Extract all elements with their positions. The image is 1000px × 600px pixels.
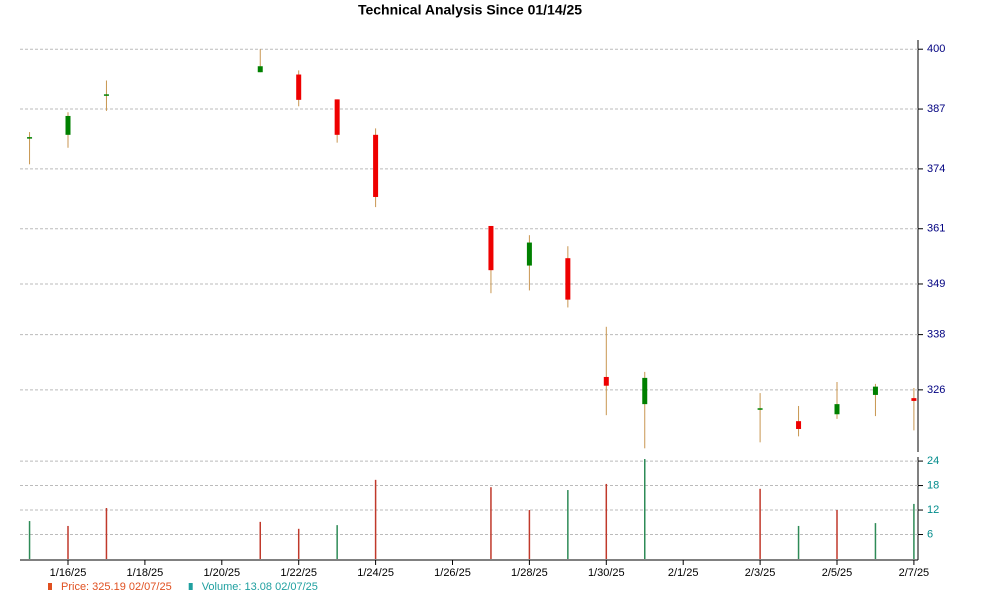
legend-swatch (188, 583, 193, 590)
candle-body (757, 408, 763, 410)
y-tick-label: 12 (927, 504, 939, 516)
y-tick-label: 18 (927, 479, 939, 491)
y-tick-label: 24 (927, 455, 939, 467)
y-tick-label: 326 (927, 384, 945, 396)
volume-bar (67, 525, 69, 559)
y-tick-label: 400 (927, 43, 945, 55)
volume-bar (644, 459, 646, 559)
candle-body (103, 94, 109, 96)
candle-body (603, 376, 609, 386)
x-tick-label: 1/18/25 (127, 567, 164, 579)
legend-swatch (48, 583, 52, 590)
volume-bar (874, 523, 877, 559)
y-tick-label: 6 (927, 528, 933, 540)
y-tick-label: 374 (927, 163, 945, 175)
candle-body (257, 66, 263, 73)
volume-bar (336, 525, 338, 559)
x-tick-label: 1/24/25 (357, 567, 394, 579)
candle-body (488, 225, 494, 271)
volume-bar (490, 487, 492, 559)
candle-body (872, 386, 878, 395)
candle-body (642, 377, 648, 405)
x-tick-label: 2/3/25 (745, 567, 776, 579)
y-tick-label: 349 (927, 278, 945, 290)
x-tick-label: 1/22/25 (280, 567, 317, 579)
x-tick-label: 1/30/25 (588, 567, 625, 579)
x-tick-label: 2/1/25 (668, 567, 699, 579)
x-tick-label: 1/28/25 (511, 567, 548, 579)
x-tick-label: 1/26/25 (434, 567, 471, 579)
chart-title: Technical Analysis Since 01/14/25 (358, 2, 582, 18)
candle-body (911, 398, 917, 401)
candle-body (526, 242, 532, 266)
candle-body (373, 134, 379, 197)
volume-bar (797, 525, 800, 559)
candle-body (27, 137, 33, 139)
candle-body (296, 74, 302, 100)
volume-bar (567, 490, 569, 559)
volume-bar (105, 508, 108, 559)
candle-body (334, 99, 340, 135)
x-tick-label: 1/16/25 (50, 567, 87, 579)
candle-body (565, 258, 571, 300)
candle-body (65, 115, 71, 135)
candle-body (796, 421, 802, 429)
volume-bar (259, 521, 261, 559)
volume-bar (759, 488, 761, 559)
volume-bar (528, 510, 531, 559)
x-tick-label: 2/5/25 (822, 567, 853, 579)
y-tick-label: 338 (927, 329, 945, 341)
volume-bar (297, 528, 300, 559)
x-tick-label: 1/20/25 (203, 567, 240, 579)
volume-bar (836, 510, 838, 559)
y-tick-label: 361 (927, 223, 945, 235)
volume-bar (374, 479, 377, 559)
volume-bar (605, 483, 608, 559)
x-tick-label: 2/7/25 (899, 567, 930, 579)
y-tick-label: 387 (927, 103, 945, 115)
legend-label: Price: 325.19 02/07/25 (61, 581, 172, 593)
volume-bar (913, 503, 915, 559)
legend-label: Volume: 13.08 02/07/25 (202, 581, 318, 593)
volume-bar (28, 521, 31, 559)
candle-body (834, 404, 840, 415)
